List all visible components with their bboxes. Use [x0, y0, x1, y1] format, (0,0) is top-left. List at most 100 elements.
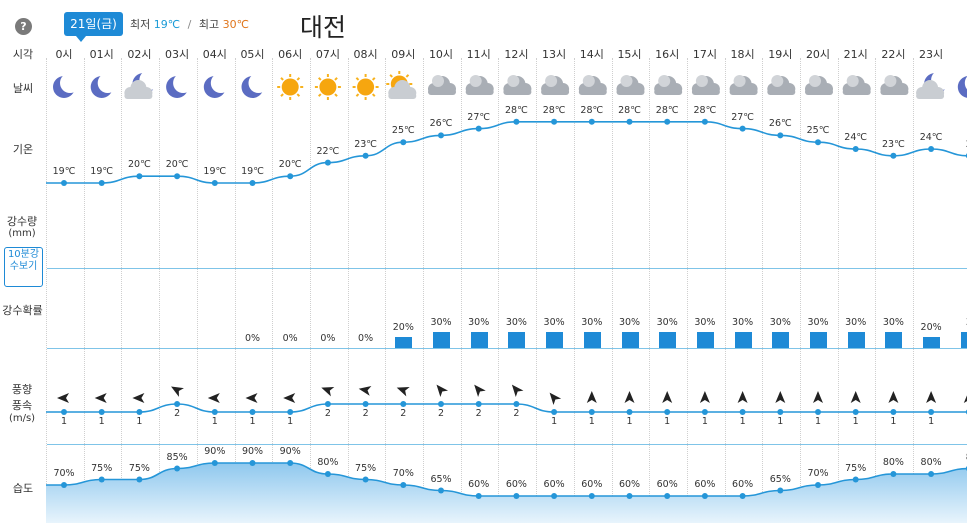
temperature-label: 28℃: [542, 104, 566, 116]
humidity-point: [249, 460, 256, 466]
temperature-point: [249, 180, 256, 186]
hour-gridline: [460, 58, 462, 518]
wind-arrow-icon: [624, 391, 635, 403]
humidity-label: 75%: [845, 462, 867, 474]
moon-icon: [90, 73, 118, 98]
min-max-temperature: 최저 19℃ / 최고 30℃: [130, 16, 249, 32]
wind-arrow-icon: [926, 391, 937, 403]
precip-prob-bar: [470, 332, 488, 348]
help-icon[interactable]: ?: [15, 18, 32, 35]
temperature-point: [928, 146, 935, 152]
temperature-point: [438, 132, 444, 139]
row-label-wind-direction: 풍향: [11, 383, 33, 396]
cloud-icon: [428, 75, 456, 95]
hour-label: 09시: [391, 48, 416, 61]
wind-arrow-icon: [662, 391, 673, 403]
wind-speed-label: 1: [664, 416, 671, 427]
humidity-point: [664, 493, 671, 499]
wind-speed-point: [136, 409, 143, 415]
humidity-point: [890, 471, 897, 477]
wind-arrow-icon: [775, 391, 786, 403]
ten-minute-precip-button[interactable]: 10분강수보기: [4, 247, 43, 287]
precip-prob-label: 30%: [543, 317, 565, 328]
min-label: 최저: [130, 18, 151, 31]
max-value: 30℃: [222, 18, 249, 31]
wind-speed-label: 1: [211, 416, 218, 427]
wind-speed-label: 1: [60, 416, 68, 427]
wind-speed-point: [890, 409, 897, 415]
wind-arrow-icon: [207, 393, 220, 403]
temperature-point: [626, 118, 633, 125]
precip-prob-label: 30%: [468, 317, 490, 328]
wind-speed-label: 1: [136, 416, 143, 427]
hour-gridline: [196, 58, 198, 518]
wind-speed-label: 1: [739, 416, 746, 427]
temperature-label: 19℃: [52, 166, 76, 177]
precip-prob-label: 30%: [845, 317, 867, 328]
wind-speed-point: [174, 401, 181, 407]
precip-prob-label: 0%: [282, 333, 298, 344]
humidity-label: 90%: [241, 446, 264, 457]
hour-label: 04시: [202, 48, 227, 61]
humidity-point: [136, 476, 143, 483]
hour-label: 23시: [919, 48, 944, 61]
wind-speed-point: [588, 409, 595, 415]
wind-speed-label: 2: [362, 408, 369, 419]
wind-speed-point: [362, 401, 369, 407]
humidity-point: [174, 465, 181, 472]
humidity-point: [588, 493, 595, 499]
precip-prob-bar: [433, 332, 450, 348]
sun-icon: [314, 74, 341, 100]
wind-arrow-icon: [321, 387, 335, 397]
wind-speed-label: 2: [513, 408, 520, 419]
temperature-label: 25℃: [391, 125, 415, 137]
hour-label: 16시: [655, 48, 680, 61]
sun-cloud-icon: [386, 71, 417, 99]
wind-speed-label: 2: [437, 408, 445, 419]
temperature-label: 24℃: [919, 132, 943, 143]
wind-speed-label: 1: [551, 416, 558, 427]
row-label-wind-speed: 풍속: [11, 399, 33, 412]
hour-label: 0시: [55, 48, 73, 61]
cloud-icon: [654, 75, 683, 95]
precip-prob-label: 30%: [656, 317, 678, 328]
cloud-icon: [691, 75, 720, 95]
temperature-label: 28℃: [580, 104, 604, 116]
humidity-point: [852, 476, 859, 483]
precip-prob-label: 30%: [732, 317, 754, 328]
humidity-point: [739, 493, 746, 499]
wind-speed-point: [287, 409, 294, 415]
hour-gridline: [724, 58, 726, 518]
hour-gridline: [913, 58, 915, 518]
humidity-label: 60%: [656, 479, 678, 490]
wind-speed-label: 1: [588, 416, 595, 427]
humidity-point: [475, 493, 482, 499]
precip-prob-label: 30%: [581, 317, 603, 328]
wind-speed-point: [98, 409, 105, 415]
wind-arrow-icon: [245, 393, 258, 403]
date-badge[interactable]: 21일(금): [64, 12, 123, 42]
humidity-area: [46, 463, 967, 523]
temperature-label: 20℃: [165, 159, 189, 171]
temperature-label: 26℃: [768, 118, 792, 130]
temperature-point: [287, 173, 294, 180]
precip-prob-label: 0%: [358, 333, 374, 344]
precip-prob-bar: [734, 332, 752, 348]
wind-speed-label: 1: [287, 416, 294, 427]
temperature-label: 23℃: [882, 138, 905, 150]
temperature-label: 28℃: [505, 104, 528, 116]
hour-gridline: [498, 58, 500, 518]
temperature-point: [362, 152, 369, 159]
wind-speed-point: [324, 401, 331, 407]
wind-arrow-icon: [586, 391, 597, 403]
humidity-label: 60%: [694, 479, 716, 490]
temperature-point: [98, 180, 105, 186]
precip-prob-bar: [810, 332, 827, 348]
temperature-point: [664, 118, 671, 125]
wind-speed-label: 2: [174, 408, 181, 419]
wind-speed-point: [664, 409, 671, 415]
max-label: 최고: [198, 18, 220, 31]
hour-label: 13시: [542, 48, 567, 61]
wind-speed-point: [400, 401, 407, 407]
temperature-point: [136, 173, 143, 180]
